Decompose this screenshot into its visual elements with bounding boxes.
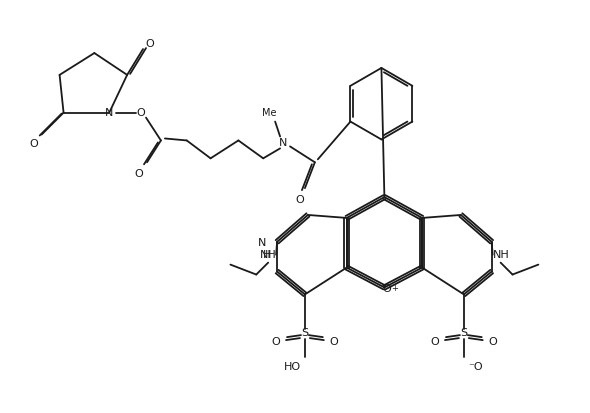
Text: N: N	[258, 238, 267, 248]
Text: S: S	[460, 328, 467, 338]
Text: ⁻O: ⁻O	[468, 362, 483, 372]
Text: O: O	[137, 108, 145, 118]
Text: O: O	[296, 195, 304, 205]
Text: N: N	[279, 138, 287, 148]
Text: O: O	[135, 169, 143, 179]
Text: O: O	[272, 337, 280, 347]
Text: HO: HO	[284, 362, 301, 372]
Text: Me: Me	[262, 108, 277, 118]
Text: H: H	[263, 250, 271, 260]
Text: +: +	[391, 284, 398, 293]
Text: NH: NH	[260, 250, 276, 260]
Text: N: N	[105, 108, 113, 118]
Text: S: S	[301, 328, 309, 338]
Text: O: O	[382, 285, 391, 294]
Text: NH: NH	[493, 250, 509, 260]
Text: O: O	[30, 140, 38, 150]
Text: O: O	[329, 337, 338, 347]
Text: O: O	[146, 39, 155, 49]
Text: O: O	[431, 337, 440, 347]
Text: O: O	[489, 337, 497, 347]
